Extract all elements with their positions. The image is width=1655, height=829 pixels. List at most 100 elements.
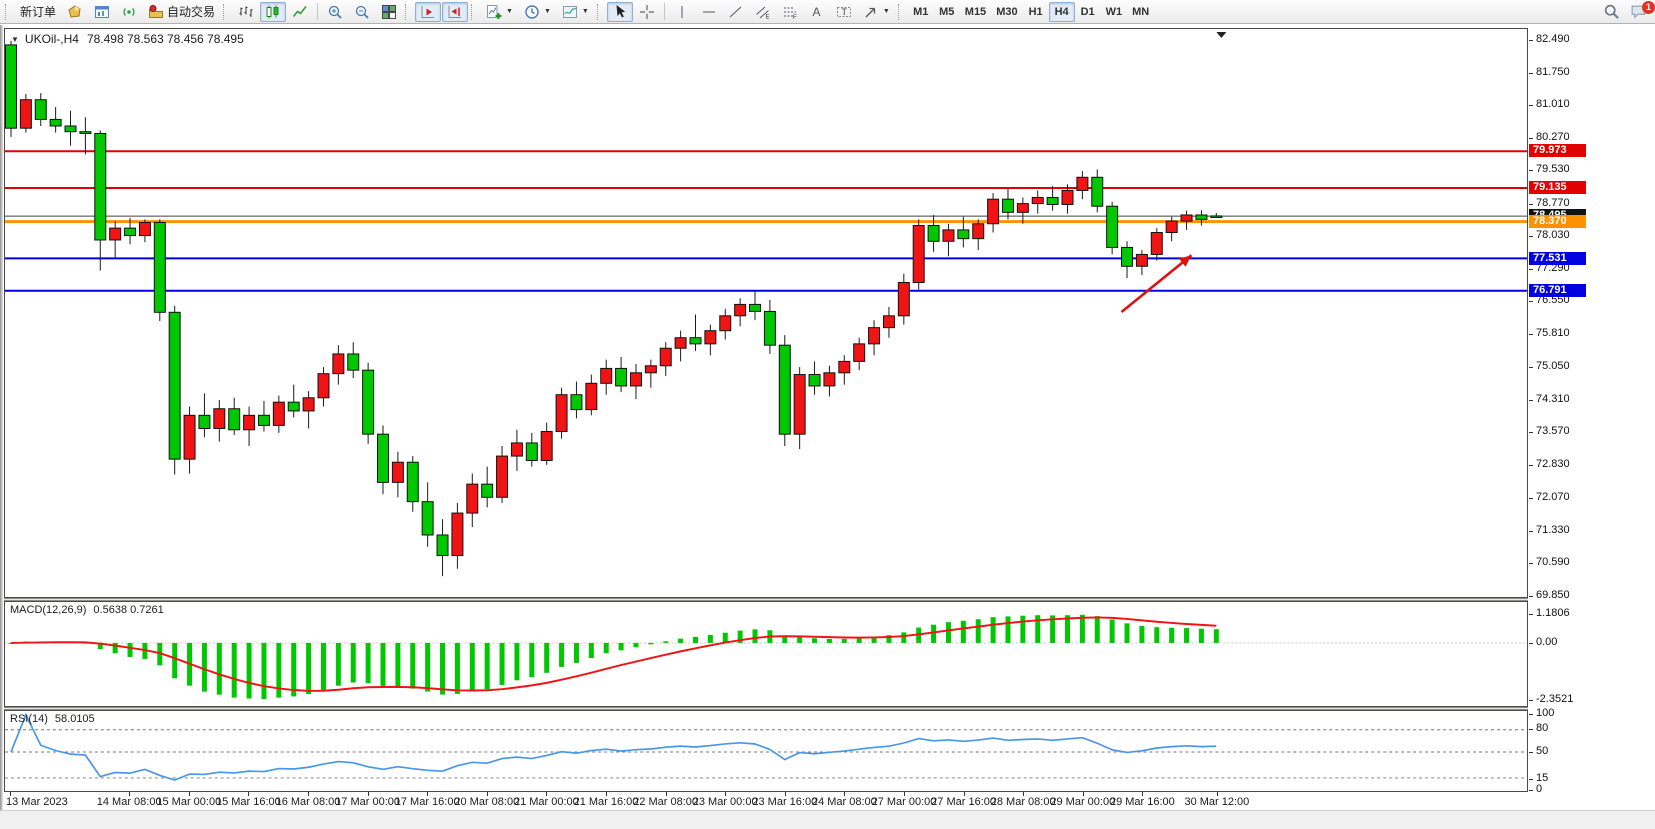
rsi-panel[interactable]: RSI(14) 58.0105 bbox=[4, 710, 1528, 792]
macd-bar bbox=[1094, 616, 1100, 643]
timeframe-h1[interactable]: H1 bbox=[1023, 2, 1049, 22]
macd-bar bbox=[246, 642, 252, 699]
notifications-button[interactable]: 1 bbox=[1625, 0, 1655, 22]
candle bbox=[749, 303, 762, 312]
rsi-tick-label: 50 bbox=[1536, 745, 1549, 757]
rsi-params: RSI(14) bbox=[10, 713, 48, 725]
vertical-line-tool-icon[interactable] bbox=[669, 2, 695, 22]
candle bbox=[823, 372, 836, 387]
price-tickmark bbox=[1529, 563, 1533, 565]
line-chart-icon[interactable] bbox=[287, 2, 313, 22]
candle bbox=[882, 315, 895, 329]
autotrading-button[interactable]: 自动交易 bbox=[143, 2, 220, 22]
candle bbox=[34, 99, 47, 120]
market-watch-icon[interactable] bbox=[89, 2, 115, 22]
price-tickmark bbox=[1529, 170, 1533, 172]
collapse-icon[interactable]: ▼ bbox=[11, 34, 19, 44]
candle bbox=[1150, 232, 1163, 255]
candle bbox=[257, 414, 270, 426]
timeframe-m30[interactable]: M30 bbox=[991, 2, 1022, 22]
arrow-tool-icon bbox=[865, 7, 875, 17]
annotation-arrowhead bbox=[1178, 255, 1192, 267]
date-axis[interactable]: 13 Mar 2023 14 Mar 08:00 15 Mar 00:00 15 Ma… bbox=[4, 792, 1528, 810]
zoom-in-icon[interactable] bbox=[322, 2, 348, 22]
svg-text:E: E bbox=[765, 14, 769, 20]
text-label-tool-icon[interactable]: T bbox=[831, 2, 857, 22]
toolbar-separator bbox=[317, 3, 319, 20]
timeframe-m5[interactable]: M5 bbox=[934, 2, 960, 22]
new-order-label: 新订单 bbox=[20, 5, 57, 19]
toolbar-grip[interactable] bbox=[5, 3, 11, 20]
macd-bar bbox=[320, 642, 326, 691]
price-tick-label: 73.570 bbox=[1536, 425, 1570, 438]
timeframe-h4[interactable]: H4 bbox=[1048, 1, 1075, 22]
templates-button[interactable]: ▼ bbox=[557, 2, 594, 22]
candlestick-chart[interactable] bbox=[5, 29, 1527, 597]
trendline-tool-icon[interactable] bbox=[723, 2, 749, 22]
macd-panel[interactable]: MACD(12,26,9) 0.5638 0.7261 bbox=[4, 601, 1528, 707]
auto-scroll-icon[interactable] bbox=[415, 1, 442, 22]
nugget-icon[interactable] bbox=[62, 2, 88, 22]
candle bbox=[1180, 214, 1193, 222]
timeframe-d1[interactable]: D1 bbox=[1075, 2, 1101, 22]
candle bbox=[615, 367, 628, 387]
main-chart-panel[interactable]: ▼ UKOil-,H4 78.498 78.563 78.456 78.495 bbox=[4, 28, 1528, 598]
toolbar-grip[interactable] bbox=[596, 3, 603, 20]
cursor-icon[interactable] bbox=[606, 1, 633, 22]
toolbar-grip[interactable] bbox=[223, 3, 229, 20]
macd-bar bbox=[395, 642, 401, 687]
toolbar-grip[interactable] bbox=[897, 3, 904, 20]
search-icon[interactable] bbox=[1598, 2, 1625, 22]
date-tickmark bbox=[10, 792, 11, 796]
channel-tool-icon[interactable]: E bbox=[750, 2, 776, 22]
rsi-chart[interactable] bbox=[5, 711, 1527, 791]
window-left-edge bbox=[0, 25, 3, 810]
toolbar-grip[interactable] bbox=[405, 3, 411, 20]
rsi-label: RSI(14) 58.0105 bbox=[10, 713, 95, 725]
macd-bar bbox=[440, 642, 446, 695]
text-tool-icon[interactable]: A bbox=[804, 2, 830, 22]
timeframe-mn[interactable]: MN bbox=[1127, 2, 1154, 22]
new-chart-button[interactable]: ▼ bbox=[481, 2, 518, 22]
macd-bar bbox=[1020, 615, 1026, 643]
macd-bar bbox=[886, 635, 892, 643]
panel-splitter[interactable] bbox=[4, 598, 1528, 601]
price-tickmark bbox=[1529, 464, 1533, 466]
bar-chart-icon[interactable] bbox=[233, 2, 259, 22]
price-tick-label: 82.490 bbox=[1536, 33, 1570, 45]
candle bbox=[555, 394, 568, 433]
crosshair-icon[interactable] bbox=[634, 2, 660, 22]
timeframe-w1[interactable]: W1 bbox=[1101, 2, 1128, 22]
price-tickmark bbox=[1529, 432, 1533, 434]
periods-button[interactable]: ▼ bbox=[519, 2, 556, 22]
price-tick-label: 70.590 bbox=[1536, 556, 1570, 569]
panel-splitter[interactable] bbox=[4, 707, 1528, 710]
horizontal-line-tool-icon[interactable] bbox=[696, 2, 722, 22]
date-tickmark bbox=[486, 792, 488, 796]
macd-bar bbox=[737, 630, 743, 643]
zoom-out-icon[interactable] bbox=[349, 2, 375, 22]
fibonacci-tool-icon[interactable]: F bbox=[777, 2, 803, 22]
candlestick-chart-icon[interactable] bbox=[260, 1, 287, 22]
candle bbox=[153, 221, 166, 313]
macd-bar bbox=[469, 642, 475, 692]
tile-windows-icon[interactable] bbox=[376, 2, 402, 22]
toolbar-grip[interactable] bbox=[471, 3, 477, 20]
macd-bar bbox=[1050, 615, 1056, 643]
chart-shift-icon[interactable] bbox=[442, 1, 469, 22]
macd-chart[interactable] bbox=[5, 602, 1527, 706]
arrows-tool-button[interactable]: ▼ bbox=[858, 2, 895, 22]
timeframe-m1[interactable]: M1 bbox=[908, 2, 934, 22]
timeframe-group: M1 M5 M15 M30 H1 H4 D1 W1 MN bbox=[908, 1, 1154, 22]
macd-bar bbox=[1065, 615, 1071, 643]
candle bbox=[347, 353, 360, 371]
candle bbox=[510, 442, 523, 457]
signal-icon[interactable] bbox=[116, 2, 142, 22]
new-order-button[interactable]: 新订单 bbox=[15, 2, 61, 22]
candle bbox=[5, 44, 17, 129]
timeframe-m15[interactable]: M15 bbox=[960, 2, 991, 22]
candle bbox=[332, 353, 345, 375]
date-tick-label: 22 Mar 08:00 bbox=[633, 796, 698, 808]
autotrading-label: 自动交易 bbox=[167, 5, 216, 19]
price-axis[interactable]: 82.490 81.750 81.010 80.270 79.530 78.770 78.0… bbox=[1529, 28, 1655, 810]
